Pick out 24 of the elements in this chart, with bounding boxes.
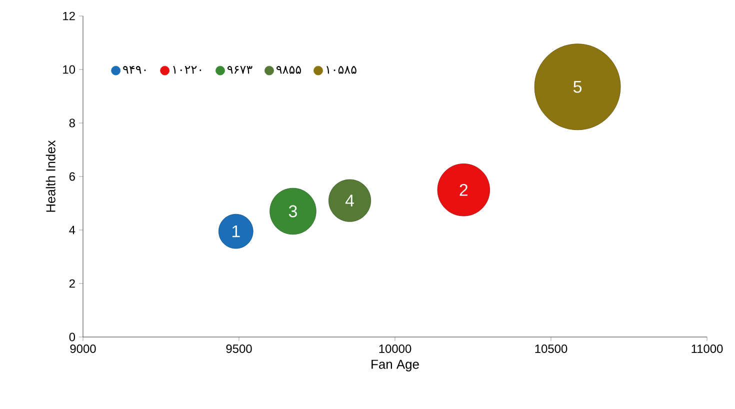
x-tick-label: 11000 — [692, 344, 723, 353]
y-tick-label: 0 — [69, 332, 76, 342]
legend-label: ۹۸۵۵ — [276, 66, 301, 74]
legend-label: ۹۶۷۳ — [227, 66, 252, 74]
y-tick-label: 6 — [69, 172, 75, 181]
annotation: 2 — [460, 184, 468, 196]
x-axis-title: Fan Age — [372, 360, 419, 372]
annotation: 5 — [573, 80, 582, 93]
y-tick-label: 4 — [69, 226, 76, 234]
x-tick-label: 9500 — [226, 344, 252, 353]
y-tick-label: 8 — [69, 118, 75, 128]
legend-label: ۱۰۵۸۵ — [326, 66, 356, 74]
x-tick-label: 10000 — [379, 344, 412, 353]
annotation: 4 — [345, 194, 354, 206]
annotation: 1 — [232, 226, 240, 238]
y-axis-title: Health Index — [46, 140, 56, 212]
x-tick-label: 9000 — [70, 344, 96, 353]
legend-label: ۹۴۹۰ — [123, 66, 146, 74]
annotation: 3 — [288, 205, 297, 218]
legend-label: ۱۰۲۲۰ — [173, 66, 202, 74]
y-tick-label: 12 — [63, 12, 75, 20]
y-tick-label: 10 — [63, 65, 76, 74]
y-tick-label: 2 — [69, 279, 75, 288]
x-tick-label: 10500 — [535, 344, 568, 353]
